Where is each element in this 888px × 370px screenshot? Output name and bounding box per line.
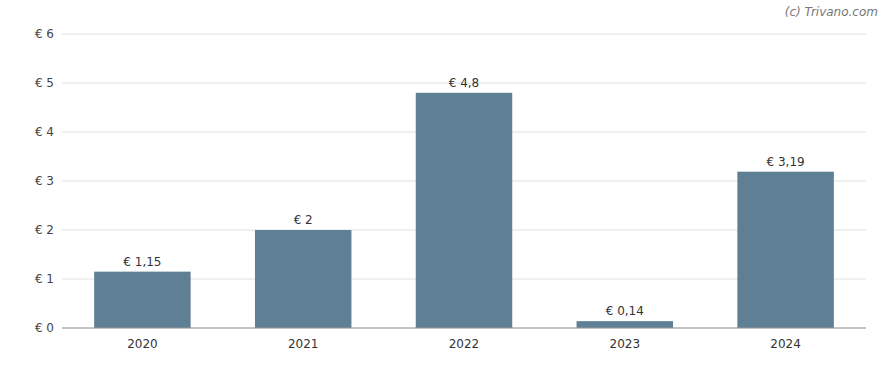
x-tick-label: 2020 bbox=[127, 337, 158, 351]
data-label: € 3,19 bbox=[767, 155, 805, 169]
y-tick-label: € 4 bbox=[35, 125, 54, 139]
y-tick-label: € 2 bbox=[35, 223, 54, 237]
chart-container: € 0 € 1 € 2 € 3 € 4 € 5 € 6 € 1,15 € 2 € 4,8 € 0,1… bbox=[0, 0, 888, 370]
bar bbox=[416, 93, 512, 328]
grid-line bbox=[62, 34, 866, 35]
x-tick-label: 2024 bbox=[770, 337, 801, 351]
data-label: € 0,14 bbox=[606, 304, 644, 318]
chart: € 0 € 1 € 2 € 3 € 4 € 5 € 6 € 1,15 € 2 € 4,8 € 0,1… bbox=[0, 0, 888, 370]
x-axis: 2020 2021 2022 2023 2024 bbox=[127, 337, 801, 351]
x-axis-line bbox=[62, 328, 866, 329]
y-tick-label: € 3 bbox=[35, 174, 54, 188]
bar bbox=[737, 172, 833, 328]
bar bbox=[577, 321, 673, 328]
grid bbox=[62, 34, 866, 328]
data-label: € 4,8 bbox=[449, 76, 480, 90]
x-tick-label: 2023 bbox=[610, 337, 641, 351]
grid-line bbox=[62, 328, 866, 329]
bar bbox=[255, 230, 351, 328]
y-tick-label: € 0 bbox=[35, 321, 54, 335]
data-labels: € 1,15 € 2 € 4,8 € 0,14 € 3,19 bbox=[123, 76, 804, 318]
y-tick-label: € 6 bbox=[35, 27, 54, 41]
bar bbox=[94, 272, 190, 328]
watermark: (c) Trivano.com bbox=[785, 5, 878, 19]
y-tick-label: € 5 bbox=[35, 76, 54, 90]
y-axis: € 0 € 1 € 2 € 3 € 4 € 5 € 6 bbox=[35, 27, 54, 335]
data-label: € 1,15 bbox=[123, 255, 161, 269]
data-label: € 2 bbox=[294, 213, 313, 227]
y-tick-label: € 1 bbox=[35, 272, 54, 286]
x-tick-label: 2022 bbox=[449, 337, 480, 351]
x-tick-label: 2021 bbox=[288, 337, 319, 351]
bars bbox=[94, 93, 834, 328]
